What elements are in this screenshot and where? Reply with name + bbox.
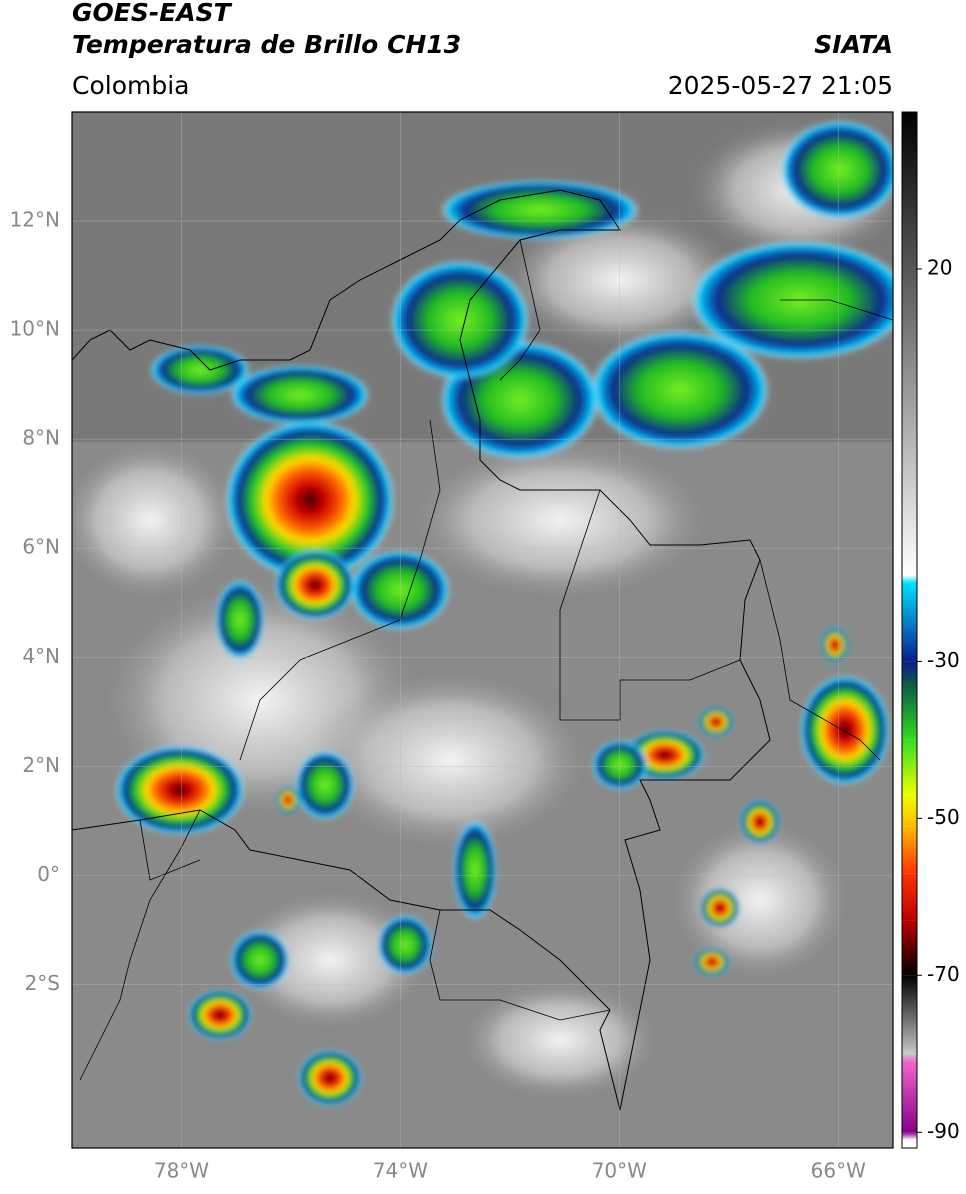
y-tick-label: 2°N — [22, 753, 60, 777]
colorbar-tick-label: -70 — [927, 962, 960, 986]
x-tick-label: 70°W — [592, 1159, 647, 1183]
map-frame — [71, 111, 894, 1149]
colorbar-segment — [902, 575, 917, 583]
colorbar-segment — [902, 873, 917, 921]
colorbar-segment — [902, 794, 917, 827]
colorbar-segment — [902, 1140, 917, 1148]
y-tick-label: 2°S — [25, 971, 60, 995]
colorbar-tick-label: -90 — [927, 1119, 960, 1143]
colorbar-segment — [902, 826, 917, 874]
colorbar-frame — [901, 111, 918, 1149]
region: Colombia — [72, 71, 189, 100]
y-tick-label: 8°N — [22, 426, 60, 450]
colorbar-segment — [902, 920, 917, 976]
colorbar-segment — [902, 582, 917, 662]
colorbar-segment — [902, 1132, 917, 1141]
colorbar-segment — [902, 112, 917, 576]
y-tick-label: 0° — [37, 862, 60, 886]
x-tick-label: 66°W — [811, 1159, 866, 1183]
y-tick-label: 6°N — [22, 535, 60, 559]
datetime: 2025-05-27 21:05 — [668, 71, 893, 100]
colorbar: 20 -30 -50 -70 -90 — [901, 111, 960, 1149]
colorbar-segment — [902, 1053, 917, 1062]
x-tick-label: 78°W — [154, 1159, 209, 1183]
x-tick-label: 74°W — [373, 1159, 428, 1183]
y-tick-label: 12°N — [10, 208, 60, 232]
y-tick-label: 4°N — [22, 644, 60, 668]
y-tick-label: 10°N — [10, 317, 60, 341]
colorbar-tick-label: -30 — [927, 648, 960, 672]
colorbar-tick-label: 20 — [927, 255, 952, 279]
colorbar-tick-label: -50 — [927, 805, 960, 829]
title: GOES-EAST — [72, 0, 233, 27]
colorbar-segment — [902, 739, 917, 795]
colorbar-segment — [902, 661, 917, 685]
graticule — [72, 112, 893, 1148]
satellite-image — [72, 112, 893, 1148]
subtitle: Temperatura de Brillo CH13 — [72, 30, 461, 59]
colorbar-segment — [902, 1061, 917, 1133]
colorbar-segment — [902, 975, 917, 1054]
source: SIATA — [814, 30, 893, 59]
colorbar-segment — [902, 684, 917, 740]
